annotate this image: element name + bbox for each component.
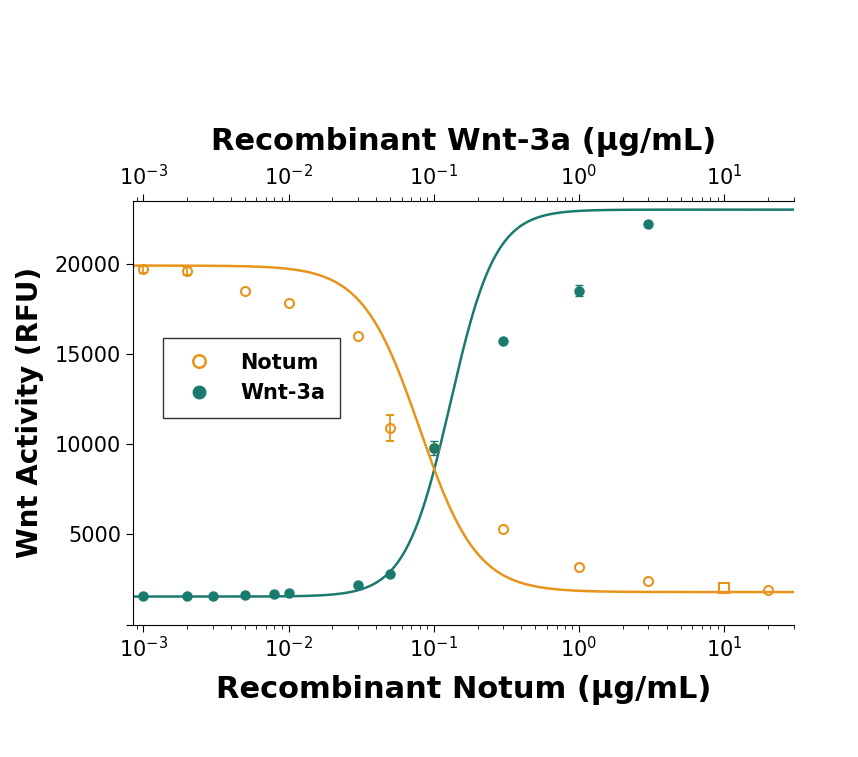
Legend: Notum, Wnt-3a: Notum, Wnt-3a — [163, 338, 340, 418]
Y-axis label: Wnt Activity (RFU): Wnt Activity (RFU) — [15, 267, 44, 558]
X-axis label: Recombinant Notum (μg/mL): Recombinant Notum (μg/mL) — [215, 675, 711, 706]
X-axis label: Recombinant Wnt-3a (μg/mL): Recombinant Wnt-3a (μg/mL) — [211, 126, 716, 157]
